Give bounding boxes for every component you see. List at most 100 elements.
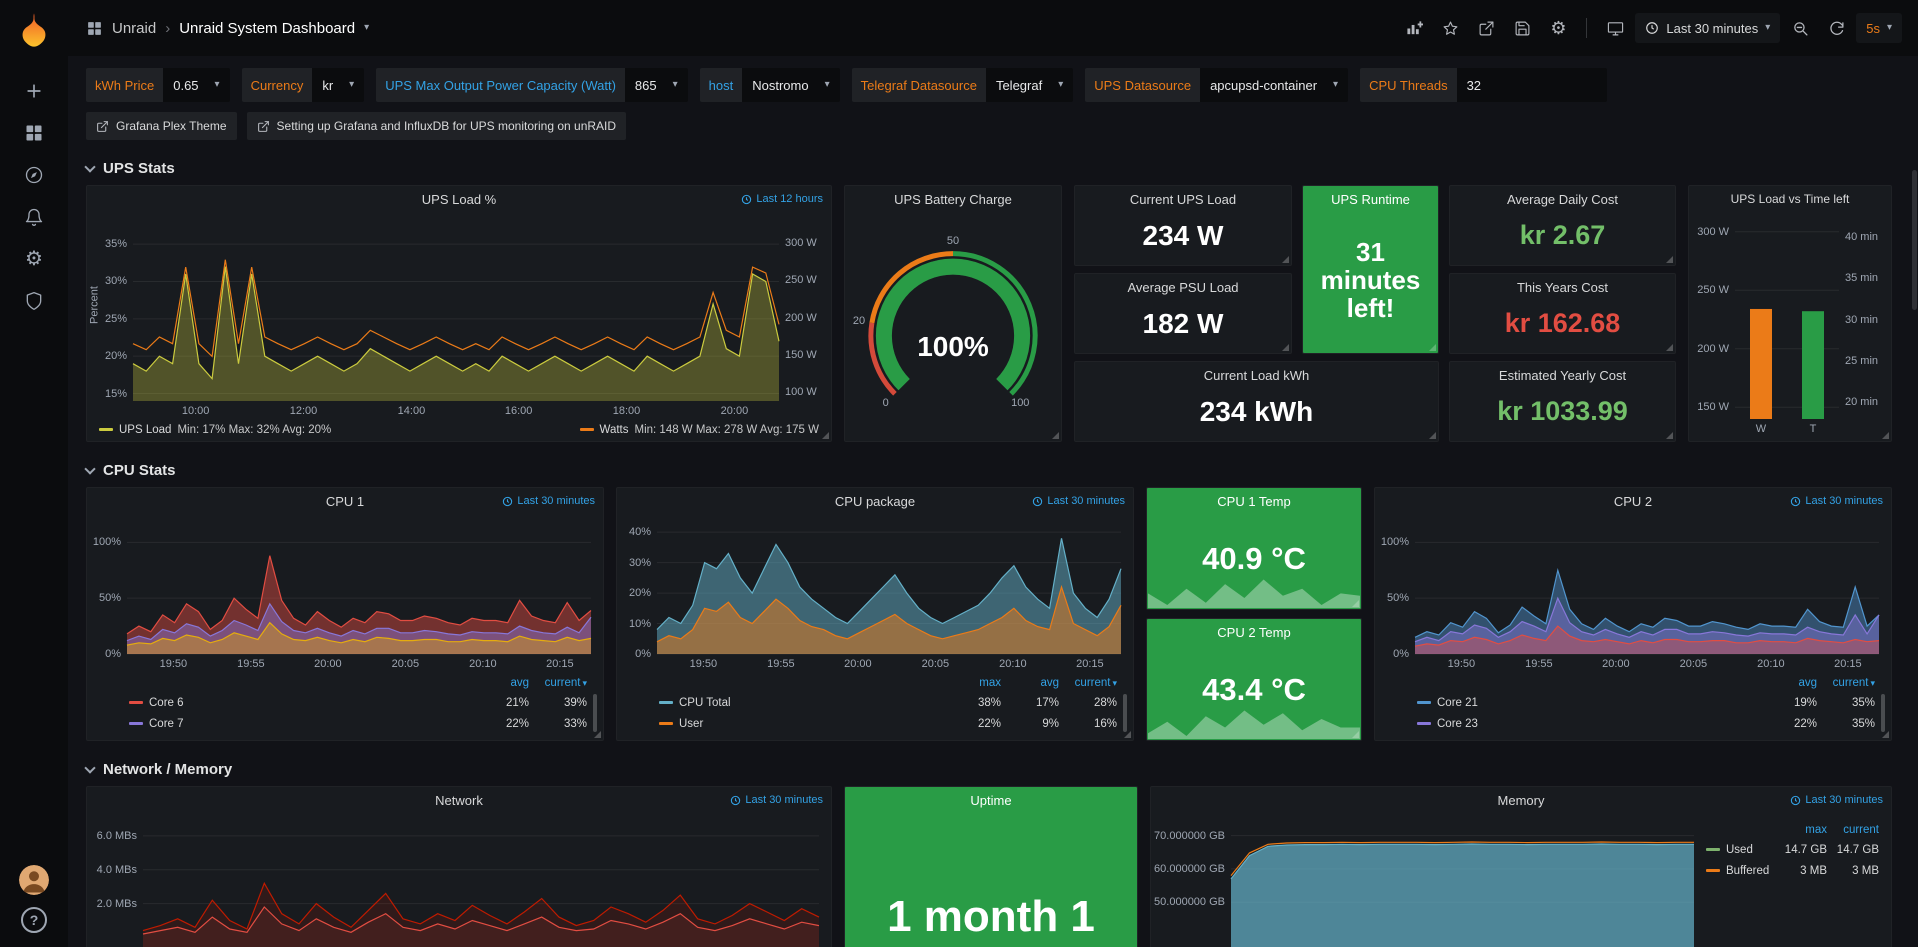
panel-title[interactable]: CPU 1: [325, 493, 365, 509]
panel-resize-handle[interactable]: [1352, 731, 1359, 738]
panel-title[interactable]: Average Daily Cost: [1506, 192, 1619, 207]
dashboard-link-grafana-plex-theme[interactable]: Grafana Plex Theme: [86, 112, 237, 140]
legend-col-current[interactable]: current ▾: [1832, 677, 1875, 689]
axis-tick-label: 20:05: [391, 658, 420, 670]
panel-title[interactable]: UPS Load %: [421, 191, 497, 207]
panel-resize-handle[interactable]: [1124, 731, 1131, 738]
legend-scrollbar[interactable]: [1123, 694, 1127, 732]
variable-value-dropdown[interactable]: 0.65 ▾: [163, 68, 230, 102]
panel-resize-handle[interactable]: [1282, 256, 1289, 263]
legend-series-toggle[interactable]: Core 21: [1417, 697, 1759, 709]
panel-title[interactable]: Memory: [1497, 792, 1545, 808]
dashboard-settings-button[interactable]: ⚙: [1542, 13, 1574, 43]
apps-grid-icon[interactable]: [86, 20, 103, 37]
cpu2-chart[interactable]: 100% 50% 0% 19:50 19:55 20:00 20:05 20:10 20:15: [1375, 514, 1891, 672]
refresh-button[interactable]: [1820, 13, 1852, 43]
legend-scrollbar[interactable]: [593, 694, 597, 732]
legend-series-toggle[interactable]: Used: [1706, 844, 1775, 856]
user-avatar[interactable]: [19, 865, 49, 895]
panel-title[interactable]: UPS Battery Charge: [894, 191, 1012, 207]
star-button[interactable]: [1434, 13, 1466, 43]
legend-value: 14.7 GB: [1836, 843, 1879, 856]
server-admin-shield-icon[interactable]: [11, 280, 57, 322]
panel-title[interactable]: Current UPS Load: [1129, 192, 1237, 207]
panel-resize-handle[interactable]: [594, 731, 601, 738]
variable-value-dropdown[interactable]: kr ▾: [312, 68, 365, 102]
legend-col-avg[interactable]: avg: [1040, 677, 1059, 689]
panel-resize-handle[interactable]: [1882, 731, 1889, 738]
breadcrumb-folder[interactable]: Unraid: [112, 19, 157, 37]
share-button[interactable]: [1470, 13, 1502, 43]
dashboards-icon[interactable]: [11, 112, 57, 154]
dashboard-link-ups-monitoring-guide[interactable]: Setting up Grafana and InfluxDB for UPS …: [246, 112, 627, 140]
create-plus-icon[interactable]: [11, 70, 57, 112]
network-chart[interactable]: 6.0 MBs 4.0 MBs 2.0 MBs: [87, 813, 831, 947]
legend-scrollbar[interactable]: [1881, 694, 1885, 732]
panel-title[interactable]: This Years Cost: [1516, 280, 1609, 295]
panel-title[interactable]: Current Load kWh: [1203, 368, 1310, 383]
legend-series-toggle[interactable]: Buffered: [1706, 865, 1775, 877]
variable-value-dropdown[interactable]: Telegraf ▾: [985, 68, 1074, 102]
add-panel-button[interactable]: [1398, 13, 1430, 43]
legend-col-max[interactable]: max: [979, 677, 1001, 689]
legend-col-current[interactable]: current ▾: [544, 677, 587, 689]
panel-title[interactable]: UPS Load vs Time left: [1730, 192, 1850, 206]
legend-col-max[interactable]: max: [1805, 824, 1827, 836]
legend-col-avg[interactable]: avg: [1798, 677, 1817, 689]
variable-value-dropdown[interactable]: apcupsd-container ▾: [1200, 68, 1349, 102]
panel-resize-handle[interactable]: [1429, 344, 1436, 351]
grafana-logo[interactable]: [14, 10, 54, 50]
panel-resize-handle[interactable]: [1666, 432, 1673, 439]
legend-col-avg[interactable]: avg: [510, 677, 529, 689]
panel-title[interactable]: Average PSU Load: [1127, 280, 1239, 295]
panel-title[interactable]: Network: [435, 792, 483, 808]
legend-col-current[interactable]: current ▾: [1074, 677, 1117, 689]
panel-title[interactable]: Uptime: [970, 793, 1012, 808]
panel-title[interactable]: UPS Runtime: [1331, 192, 1410, 207]
panel-title[interactable]: CPU 2: [1613, 493, 1653, 509]
time-range-picker[interactable]: Last 30 minutes ▾: [1635, 13, 1781, 43]
legend-series-toggle[interactable]: UPS Load: [119, 423, 172, 436]
variable-value-dropdown[interactable]: 865 ▾: [624, 68, 688, 102]
legend-series-toggle[interactable]: CPU Total: [659, 697, 943, 709]
variable-text-input[interactable]: 32: [1456, 68, 1607, 102]
legend-series-toggle[interactable]: Core 7: [129, 718, 471, 730]
help-icon[interactable]: ?: [21, 907, 47, 933]
memory-chart[interactable]: 70.000000 GB 60.000000 GB 50.000000 GB: [1151, 813, 1706, 947]
legend-series-toggle[interactable]: Core 23: [1417, 718, 1759, 730]
section-cpu-stats[interactable]: CPU Stats: [84, 462, 1892, 479]
ups-load-chart[interactable]: Percent 35% 30% 25% 20% 15% 300 W 250 W 200 W 15…: [87, 212, 831, 419]
panel-resize-handle[interactable]: [1666, 344, 1673, 351]
panel-title[interactable]: CPU 1 Temp: [1217, 494, 1291, 509]
legend-series-toggle[interactable]: User: [659, 718, 943, 730]
legend-series-toggle[interactable]: Core 6: [129, 697, 471, 709]
configuration-gear-icon[interactable]: ⚙: [11, 238, 57, 280]
panel-title[interactable]: CPU 2 Temp: [1217, 625, 1291, 640]
save-button[interactable]: [1506, 13, 1538, 43]
panel-resize-handle[interactable]: [1882, 432, 1889, 439]
panel-resize-handle[interactable]: [1282, 344, 1289, 351]
panel-title[interactable]: Estimated Yearly Cost: [1498, 368, 1627, 383]
panel-resize-handle[interactable]: [1052, 432, 1059, 439]
panel-resize-handle[interactable]: [822, 432, 829, 439]
cpu-package-chart[interactable]: 40% 30% 20% 10% 0% 19:50 19:55 20:00 20:05 20:10 2…: [617, 514, 1133, 672]
panel-resize-handle[interactable]: [1429, 432, 1436, 439]
ups-load-vs-time-chart[interactable]: 300 W 250 W 200 W 150 W 40 min 35 min 30 min 25…: [1689, 212, 1891, 437]
explore-compass-icon[interactable]: [11, 154, 57, 196]
axis-tick-label: 50.000000 GB: [1154, 896, 1225, 909]
cpu1-chart[interactable]: 100% 50% 0% 19:50 19:55 20:00 20:05 20:10 20:15: [87, 514, 603, 672]
legend-col-current[interactable]: current: [1843, 824, 1879, 836]
refresh-interval-dropdown[interactable]: 5s ▾: [1856, 13, 1902, 43]
panel-title[interactable]: CPU package: [834, 493, 916, 509]
section-network-memory[interactable]: Network / Memory: [84, 761, 1892, 778]
alerting-bell-icon[interactable]: [11, 196, 57, 238]
legend-series-toggle[interactable]: Watts: [599, 423, 629, 436]
panel-resize-handle[interactable]: [1666, 256, 1673, 263]
panel-resize-handle[interactable]: [1352, 600, 1359, 607]
variable-value-dropdown[interactable]: Nostromo ▾: [742, 68, 840, 102]
cycle-view-mode-button[interactable]: [1599, 13, 1631, 43]
section-ups-stats[interactable]: UPS Stats: [84, 160, 1892, 177]
zoom-out-button[interactable]: [1784, 13, 1816, 43]
breadcrumb-dashboard-title[interactable]: Unraid System Dashboard: [179, 19, 356, 37]
scrollbar-thumb[interactable]: [1912, 170, 1917, 310]
